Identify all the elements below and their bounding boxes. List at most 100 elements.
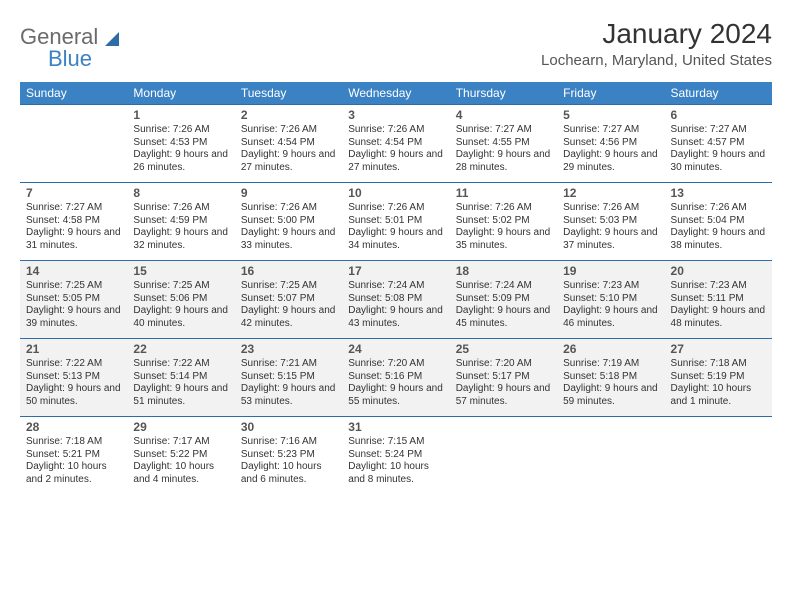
sunrise-line: Sunrise: 7:25 AM xyxy=(241,280,336,293)
sunset-line: Sunset: 4:56 PM xyxy=(563,137,658,150)
weekday-header: Thursday xyxy=(450,82,557,105)
calendar-day-cell xyxy=(665,417,772,495)
calendar-day-cell: 4Sunrise: 7:27 AMSunset: 4:55 PMDaylight… xyxy=(450,105,557,183)
calendar-day-cell: 22Sunrise: 7:22 AMSunset: 5:14 PMDayligh… xyxy=(127,339,234,417)
day-number: 20 xyxy=(671,264,766,279)
day-number: 1 xyxy=(133,108,228,123)
weekday-row: SundayMondayTuesdayWednesdayThursdayFrid… xyxy=(20,82,772,105)
calendar-day-cell: 17Sunrise: 7:24 AMSunset: 5:08 PMDayligh… xyxy=(342,261,449,339)
daylight-line: Daylight: 9 hours and 46 minutes. xyxy=(563,305,658,330)
daylight-line: Daylight: 9 hours and 33 minutes. xyxy=(241,227,336,252)
day-number: 28 xyxy=(26,420,121,435)
calendar-day-cell: 24Sunrise: 7:20 AMSunset: 5:16 PMDayligh… xyxy=(342,339,449,417)
sunset-line: Sunset: 5:04 PM xyxy=(671,215,766,228)
sunset-line: Sunset: 5:02 PM xyxy=(456,215,551,228)
sunrise-line: Sunrise: 7:27 AM xyxy=(456,124,551,137)
sunset-line: Sunset: 5:05 PM xyxy=(26,293,121,306)
calendar-day-cell: 1Sunrise: 7:26 AMSunset: 4:53 PMDaylight… xyxy=(127,105,234,183)
day-number: 17 xyxy=(348,264,443,279)
calendar-week-row: 1Sunrise: 7:26 AMSunset: 4:53 PMDaylight… xyxy=(20,105,772,183)
daylight-line: Daylight: 9 hours and 35 minutes. xyxy=(456,227,551,252)
sunrise-line: Sunrise: 7:15 AM xyxy=(348,436,443,449)
sunrise-line: Sunrise: 7:27 AM xyxy=(26,202,121,215)
daylight-line: Daylight: 9 hours and 28 minutes. xyxy=(456,149,551,174)
day-number: 18 xyxy=(456,264,551,279)
calendar-day-cell: 25Sunrise: 7:20 AMSunset: 5:17 PMDayligh… xyxy=(450,339,557,417)
sunrise-line: Sunrise: 7:26 AM xyxy=(348,202,443,215)
calendar-day-cell: 16Sunrise: 7:25 AMSunset: 5:07 PMDayligh… xyxy=(235,261,342,339)
calendar-head: SundayMondayTuesdayWednesdayThursdayFrid… xyxy=(20,82,772,105)
sunrise-line: Sunrise: 7:26 AM xyxy=(348,124,443,137)
daylight-line: Daylight: 9 hours and 39 minutes. xyxy=(26,305,121,330)
calendar-day-cell: 19Sunrise: 7:23 AMSunset: 5:10 PMDayligh… xyxy=(557,261,664,339)
sunset-line: Sunset: 4:55 PM xyxy=(456,137,551,150)
calendar-day-cell: 11Sunrise: 7:26 AMSunset: 5:02 PMDayligh… xyxy=(450,183,557,261)
daylight-line: Daylight: 9 hours and 42 minutes. xyxy=(241,305,336,330)
location-text: Lochearn, Maryland, United States xyxy=(541,52,772,69)
calendar-day-cell: 28Sunrise: 7:18 AMSunset: 5:21 PMDayligh… xyxy=(20,417,127,495)
day-number: 15 xyxy=(133,264,228,279)
daylight-line: Daylight: 10 hours and 1 minute. xyxy=(671,383,766,408)
calendar-day-cell: 9Sunrise: 7:26 AMSunset: 5:00 PMDaylight… xyxy=(235,183,342,261)
day-number: 11 xyxy=(456,186,551,201)
calendar-day-cell: 30Sunrise: 7:16 AMSunset: 5:23 PMDayligh… xyxy=(235,417,342,495)
sunset-line: Sunset: 5:23 PM xyxy=(241,449,336,462)
sunrise-line: Sunrise: 7:22 AM xyxy=(133,358,228,371)
daylight-line: Daylight: 9 hours and 27 minutes. xyxy=(348,149,443,174)
sunset-line: Sunset: 5:13 PM xyxy=(26,371,121,384)
daylight-line: Daylight: 9 hours and 27 minutes. xyxy=(241,149,336,174)
day-number: 26 xyxy=(563,342,658,357)
sunset-line: Sunset: 5:24 PM xyxy=(348,449,443,462)
sunset-line: Sunset: 5:17 PM xyxy=(456,371,551,384)
calendar-day-cell: 27Sunrise: 7:18 AMSunset: 5:19 PMDayligh… xyxy=(665,339,772,417)
day-number: 16 xyxy=(241,264,336,279)
sunrise-line: Sunrise: 7:26 AM xyxy=(133,202,228,215)
sunset-line: Sunset: 4:54 PM xyxy=(348,137,443,150)
daylight-line: Daylight: 9 hours and 51 minutes. xyxy=(133,383,228,408)
sunrise-line: Sunrise: 7:26 AM xyxy=(671,202,766,215)
sunrise-line: Sunrise: 7:26 AM xyxy=(241,124,336,137)
daylight-line: Daylight: 9 hours and 38 minutes. xyxy=(671,227,766,252)
sunset-line: Sunset: 4:58 PM xyxy=(26,215,121,228)
sunrise-line: Sunrise: 7:26 AM xyxy=(241,202,336,215)
calendar-day-cell: 23Sunrise: 7:21 AMSunset: 5:15 PMDayligh… xyxy=(235,339,342,417)
calendar-day-cell: 3Sunrise: 7:26 AMSunset: 4:54 PMDaylight… xyxy=(342,105,449,183)
sunrise-line: Sunrise: 7:18 AM xyxy=(671,358,766,371)
calendar-week-row: 7Sunrise: 7:27 AMSunset: 4:58 PMDaylight… xyxy=(20,183,772,261)
sunset-line: Sunset: 5:14 PM xyxy=(133,371,228,384)
sunset-line: Sunset: 4:59 PM xyxy=(133,215,228,228)
title-block: January 2024 Lochearn, Maryland, United … xyxy=(541,18,772,69)
day-number: 21 xyxy=(26,342,121,357)
sunrise-line: Sunrise: 7:26 AM xyxy=(456,202,551,215)
day-number: 31 xyxy=(348,420,443,435)
sunset-line: Sunset: 5:03 PM xyxy=(563,215,658,228)
weekday-header: Tuesday xyxy=(235,82,342,105)
sunset-line: Sunset: 5:08 PM xyxy=(348,293,443,306)
daylight-line: Daylight: 9 hours and 30 minutes. xyxy=(671,149,766,174)
daylight-line: Daylight: 10 hours and 6 minutes. xyxy=(241,461,336,486)
calendar-day-cell: 18Sunrise: 7:24 AMSunset: 5:09 PMDayligh… xyxy=(450,261,557,339)
sunrise-line: Sunrise: 7:22 AM xyxy=(26,358,121,371)
sunrise-line: Sunrise: 7:23 AM xyxy=(563,280,658,293)
day-number: 29 xyxy=(133,420,228,435)
calendar-day-cell: 5Sunrise: 7:27 AMSunset: 4:56 PMDaylight… xyxy=(557,105,664,183)
sunset-line: Sunset: 5:10 PM xyxy=(563,293,658,306)
day-number: 14 xyxy=(26,264,121,279)
header: General Blue January 2024 Lochearn, Mary… xyxy=(20,18,772,72)
daylight-line: Daylight: 9 hours and 31 minutes. xyxy=(26,227,121,252)
daylight-line: Daylight: 9 hours and 29 minutes. xyxy=(563,149,658,174)
calendar-day-cell: 7Sunrise: 7:27 AMSunset: 4:58 PMDaylight… xyxy=(20,183,127,261)
weekday-header: Monday xyxy=(127,82,234,105)
calendar-day-cell: 12Sunrise: 7:26 AMSunset: 5:03 PMDayligh… xyxy=(557,183,664,261)
calendar-day-cell: 20Sunrise: 7:23 AMSunset: 5:11 PMDayligh… xyxy=(665,261,772,339)
calendar-week-row: 28Sunrise: 7:18 AMSunset: 5:21 PMDayligh… xyxy=(20,417,772,495)
calendar-day-cell: 29Sunrise: 7:17 AMSunset: 5:22 PMDayligh… xyxy=(127,417,234,495)
day-number: 9 xyxy=(241,186,336,201)
sunset-line: Sunset: 5:19 PM xyxy=(671,371,766,384)
calendar-day-cell: 31Sunrise: 7:15 AMSunset: 5:24 PMDayligh… xyxy=(342,417,449,495)
daylight-line: Daylight: 9 hours and 57 minutes. xyxy=(456,383,551,408)
sunrise-line: Sunrise: 7:24 AM xyxy=(456,280,551,293)
calendar-day-cell xyxy=(20,105,127,183)
calendar-week-row: 14Sunrise: 7:25 AMSunset: 5:05 PMDayligh… xyxy=(20,261,772,339)
sunrise-line: Sunrise: 7:17 AM xyxy=(133,436,228,449)
